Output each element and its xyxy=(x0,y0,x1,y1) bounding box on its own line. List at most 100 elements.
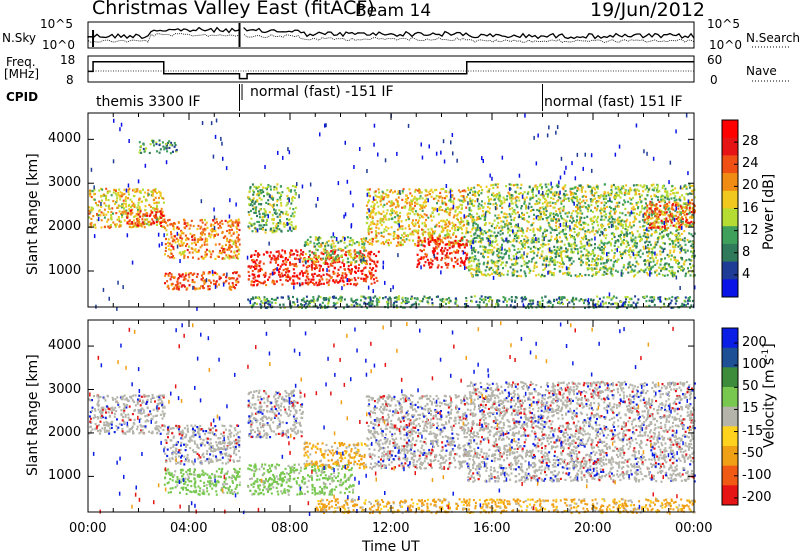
power-cell xyxy=(189,228,191,230)
power-cell xyxy=(261,189,263,191)
power-cell xyxy=(490,251,492,253)
power-cell xyxy=(535,241,537,243)
power-cell xyxy=(428,262,430,264)
power-cell xyxy=(125,203,127,205)
power-cell xyxy=(451,258,453,260)
power-cell xyxy=(254,254,256,256)
power-cell xyxy=(181,286,183,288)
power-cell xyxy=(635,192,637,194)
power-cell xyxy=(414,205,416,207)
power-cell xyxy=(525,207,527,209)
power-cell xyxy=(654,242,656,244)
power-cell xyxy=(425,195,427,197)
power-cell xyxy=(130,206,132,208)
power-cell xyxy=(424,200,426,202)
power-cell xyxy=(565,198,567,200)
power-cell xyxy=(441,226,443,228)
power-cell xyxy=(407,212,409,214)
power-cell xyxy=(592,227,594,229)
power-cell xyxy=(592,200,594,202)
power-cell xyxy=(515,224,517,226)
power-cell xyxy=(439,207,441,209)
power-cell xyxy=(307,239,309,241)
power-cell xyxy=(294,283,296,285)
power-cell xyxy=(474,195,476,197)
power-cell xyxy=(250,284,252,286)
power-cell xyxy=(271,195,273,197)
power-cell xyxy=(640,201,642,203)
power-cell xyxy=(291,221,293,223)
power-cell xyxy=(266,219,268,221)
power-cell xyxy=(302,272,304,274)
power-cell xyxy=(510,184,512,186)
power-cell xyxy=(480,192,482,194)
power-cell xyxy=(255,263,257,265)
power-cell xyxy=(448,241,450,243)
power-cell xyxy=(483,256,485,258)
power-cell xyxy=(499,194,501,196)
power-cell xyxy=(679,211,681,213)
power-cell xyxy=(103,212,105,214)
power-cell xyxy=(206,249,208,251)
power-cell xyxy=(607,192,609,194)
power-cell xyxy=(509,241,511,243)
power-cell xyxy=(522,229,524,231)
power-cell xyxy=(567,225,569,227)
power-cell xyxy=(372,267,374,269)
power-cell xyxy=(441,239,443,241)
power-cell xyxy=(309,242,311,244)
power-cell xyxy=(594,192,596,194)
power-cell xyxy=(189,251,191,253)
power-cell xyxy=(438,222,440,224)
power-cell xyxy=(337,275,339,277)
power-cell xyxy=(472,216,474,218)
power-cell xyxy=(649,257,651,259)
power-cell xyxy=(513,239,515,241)
power-cell xyxy=(658,190,660,192)
power-cell xyxy=(442,253,444,255)
power-cell xyxy=(378,251,380,253)
power-cell xyxy=(458,221,460,223)
power-cell xyxy=(173,228,175,230)
power-cell xyxy=(526,212,528,214)
power-cell xyxy=(363,250,365,252)
power-cell xyxy=(590,253,592,255)
power-cell xyxy=(210,223,212,225)
power-cell xyxy=(522,218,524,220)
power-cell xyxy=(563,218,565,220)
power-cell xyxy=(419,197,421,199)
power-cell xyxy=(216,233,218,235)
power-cell xyxy=(438,209,440,211)
power-cell xyxy=(354,266,356,268)
power-cell xyxy=(552,202,554,204)
power-cell xyxy=(679,196,681,198)
power-cell xyxy=(492,223,494,225)
power-cell xyxy=(293,272,295,274)
power-cell xyxy=(651,233,653,235)
power-cell xyxy=(349,269,351,271)
power-cell xyxy=(526,237,528,239)
power-cell xyxy=(263,253,265,255)
power-cell xyxy=(634,257,636,259)
power-cell xyxy=(676,199,678,201)
power-cell xyxy=(330,263,332,265)
power-cell xyxy=(637,207,639,209)
power-cell xyxy=(319,270,321,272)
power-cell xyxy=(550,191,552,193)
power-cell xyxy=(236,278,238,280)
power-cell xyxy=(497,222,499,224)
power-cell xyxy=(542,218,544,220)
power-cell xyxy=(413,230,415,232)
power-cell xyxy=(191,220,193,222)
power-cell xyxy=(641,205,643,207)
power-cell xyxy=(554,268,556,270)
power-cell xyxy=(259,189,261,191)
power-cell xyxy=(633,224,635,226)
power-cell xyxy=(251,225,253,227)
power-cell xyxy=(315,282,317,284)
power-cell xyxy=(133,219,135,221)
power-cell xyxy=(214,222,216,224)
power-cell xyxy=(554,191,556,193)
power-cell xyxy=(461,232,463,234)
power-cell xyxy=(362,241,364,243)
